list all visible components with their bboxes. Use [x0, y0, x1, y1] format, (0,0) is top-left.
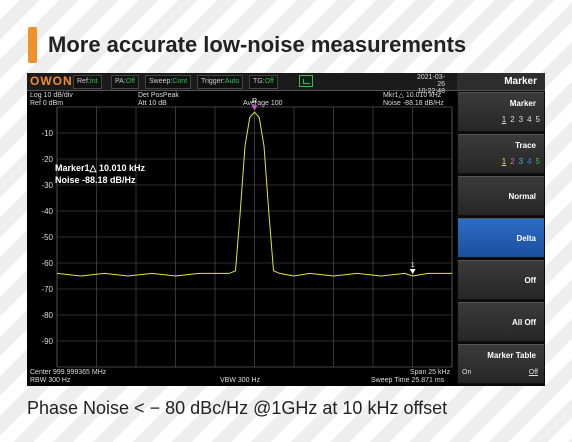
- spectrum-plot[interactable]: -10-20-30-40-50-60-70-80-90 R1 Marker1△ …: [27, 91, 457, 386]
- y-tick-label: -10: [41, 129, 53, 138]
- trace-1: [56, 111, 452, 277]
- marker-info-line2: Noise -88.18 dB/Hz: [55, 175, 136, 185]
- sweep-status[interactable]: Sweep:Cont: [145, 75, 192, 89]
- marker-info-line1: Marker1△ 10.010 kHz: [55, 163, 145, 173]
- y-tick-label: -70: [41, 285, 53, 294]
- y-tick-label: -80: [41, 311, 53, 320]
- sweep-label: Sweep:: [149, 78, 173, 85]
- time: 10:22:48: [417, 88, 445, 95]
- menu-title: Marker: [457, 73, 545, 90]
- softkey-marker-label: Marker: [509, 99, 536, 108]
- marker-option-4[interactable]: 4: [527, 115, 532, 124]
- average-readout: Average 100: [243, 100, 283, 107]
- softkey-off-label: Off: [524, 276, 536, 285]
- softkey-normal-label: Normal: [508, 192, 536, 201]
- noise-readout: Noise -88.18 dB/Hz: [383, 100, 444, 107]
- y-tick-label: -40: [41, 207, 53, 216]
- marker-label: 1: [411, 262, 415, 269]
- y-tick-label: -20: [41, 155, 53, 164]
- trace-option-2[interactable]: 2: [510, 157, 515, 166]
- marker-table-toggle[interactable]: On Off: [462, 369, 538, 376]
- trace-option-5[interactable]: 5: [535, 157, 540, 166]
- trace-option-3[interactable]: 3: [518, 157, 524, 166]
- vbw-readout: VBW 300 Hz: [220, 377, 261, 384]
- status-bar: OWON Ref:Int PA:Off Sweep:Cont Trigger:A…: [27, 73, 545, 95]
- marker-option-3[interactable]: 3: [518, 115, 524, 124]
- owon-logo: OWON: [30, 74, 73, 88]
- pa-label: PA:: [115, 78, 126, 85]
- softkey-all-off[interactable]: All Off: [458, 302, 544, 342]
- y-tick-label: -90: [41, 337, 53, 346]
- y-tick-label: -60: [41, 259, 53, 268]
- softkey-marker-table-label: Marker Table: [487, 351, 536, 360]
- atten-readout: Att 10 dB: [138, 100, 167, 107]
- trigger-value: Auto: [224, 78, 240, 85]
- accent-bar: [28, 27, 37, 63]
- softkey-delta[interactable]: Delta: [458, 218, 544, 258]
- span-readout: Span 25 kHz: [410, 369, 451, 376]
- marker-delta-point[interactable]: [409, 269, 416, 274]
- page-title: More accurate low-noise measurements: [48, 32, 467, 57]
- y-tick-label: -50: [41, 233, 53, 242]
- pa-value: Off: [125, 78, 135, 85]
- trace-mode-icon[interactable]: [299, 75, 313, 87]
- y-tick-labels: -10 -20 -30 -40 -50 -60 -70 -80 -90: [41, 129, 53, 346]
- detector-readout: Det PosPeak: [138, 92, 179, 99]
- tg-label: TG:: [253, 78, 265, 85]
- softkey-delta-label: Delta: [516, 234, 536, 243]
- marker-reference-point[interactable]: [251, 105, 258, 111]
- marker-label: R: [252, 98, 257, 105]
- trigger-label: Trigger:: [201, 78, 225, 85]
- pa-status[interactable]: PA:Off: [111, 75, 139, 89]
- plot-grid: [56, 106, 453, 368]
- trace-option-1[interactable]: 1: [501, 157, 507, 166]
- center-readout: Center 999.999365 MHz: [30, 369, 107, 376]
- ref-value: Int: [89, 78, 98, 85]
- analyzer-screen: OWON Ref:Int PA:Off Sweep:Cont Trigger:A…: [27, 73, 545, 386]
- phase-noise-caption: Phase Noise < − 80 dBc/Hz @1GHz at 10 kH…: [27, 398, 448, 418]
- date: 2021-03-26: [416, 74, 445, 88]
- marker-option-5[interactable]: 5: [535, 115, 540, 124]
- marker-readout: Mkr1△ 10.010 kHz: [383, 92, 442, 99]
- ref-label: Ref:: [77, 78, 90, 85]
- softkey-normal[interactable]: Normal: [458, 176, 544, 216]
- trigger-status[interactable]: Trigger:Auto: [197, 75, 244, 89]
- datetime: 2021-03-26 10:22:48: [415, 74, 445, 95]
- ref-status[interactable]: Ref:Int: [73, 75, 102, 89]
- marker-option-1[interactable]: 1: [501, 115, 507, 124]
- softkey-trace-label: Trace: [515, 141, 536, 150]
- softkey-marker-table[interactable]: Marker Table On Off: [458, 344, 544, 384]
- y-tick-label: -30: [41, 181, 53, 190]
- trace-option-4[interactable]: 4: [527, 157, 532, 166]
- marker-table-off[interactable]: Off: [528, 369, 538, 376]
- marker-table-on[interactable]: On: [462, 369, 472, 376]
- marker-group: R1: [251, 98, 416, 274]
- softkey-off[interactable]: Off: [458, 260, 544, 300]
- rbw-readout: RBW 300 Hz: [30, 377, 71, 384]
- softkey-all-off-label: All Off: [512, 318, 536, 327]
- marker-option-2[interactable]: 2: [510, 115, 515, 124]
- tg-value: Off: [264, 78, 274, 85]
- scale-readout: Log 10 dB/div: [30, 92, 73, 99]
- tg-status[interactable]: TG:Off: [249, 75, 278, 89]
- sweep-time-readout: Sweep Time 25.871 ms: [371, 377, 445, 384]
- sweep-value: Cont: [172, 78, 188, 85]
- ref-level-readout: Ref 0 dBm: [30, 100, 64, 107]
